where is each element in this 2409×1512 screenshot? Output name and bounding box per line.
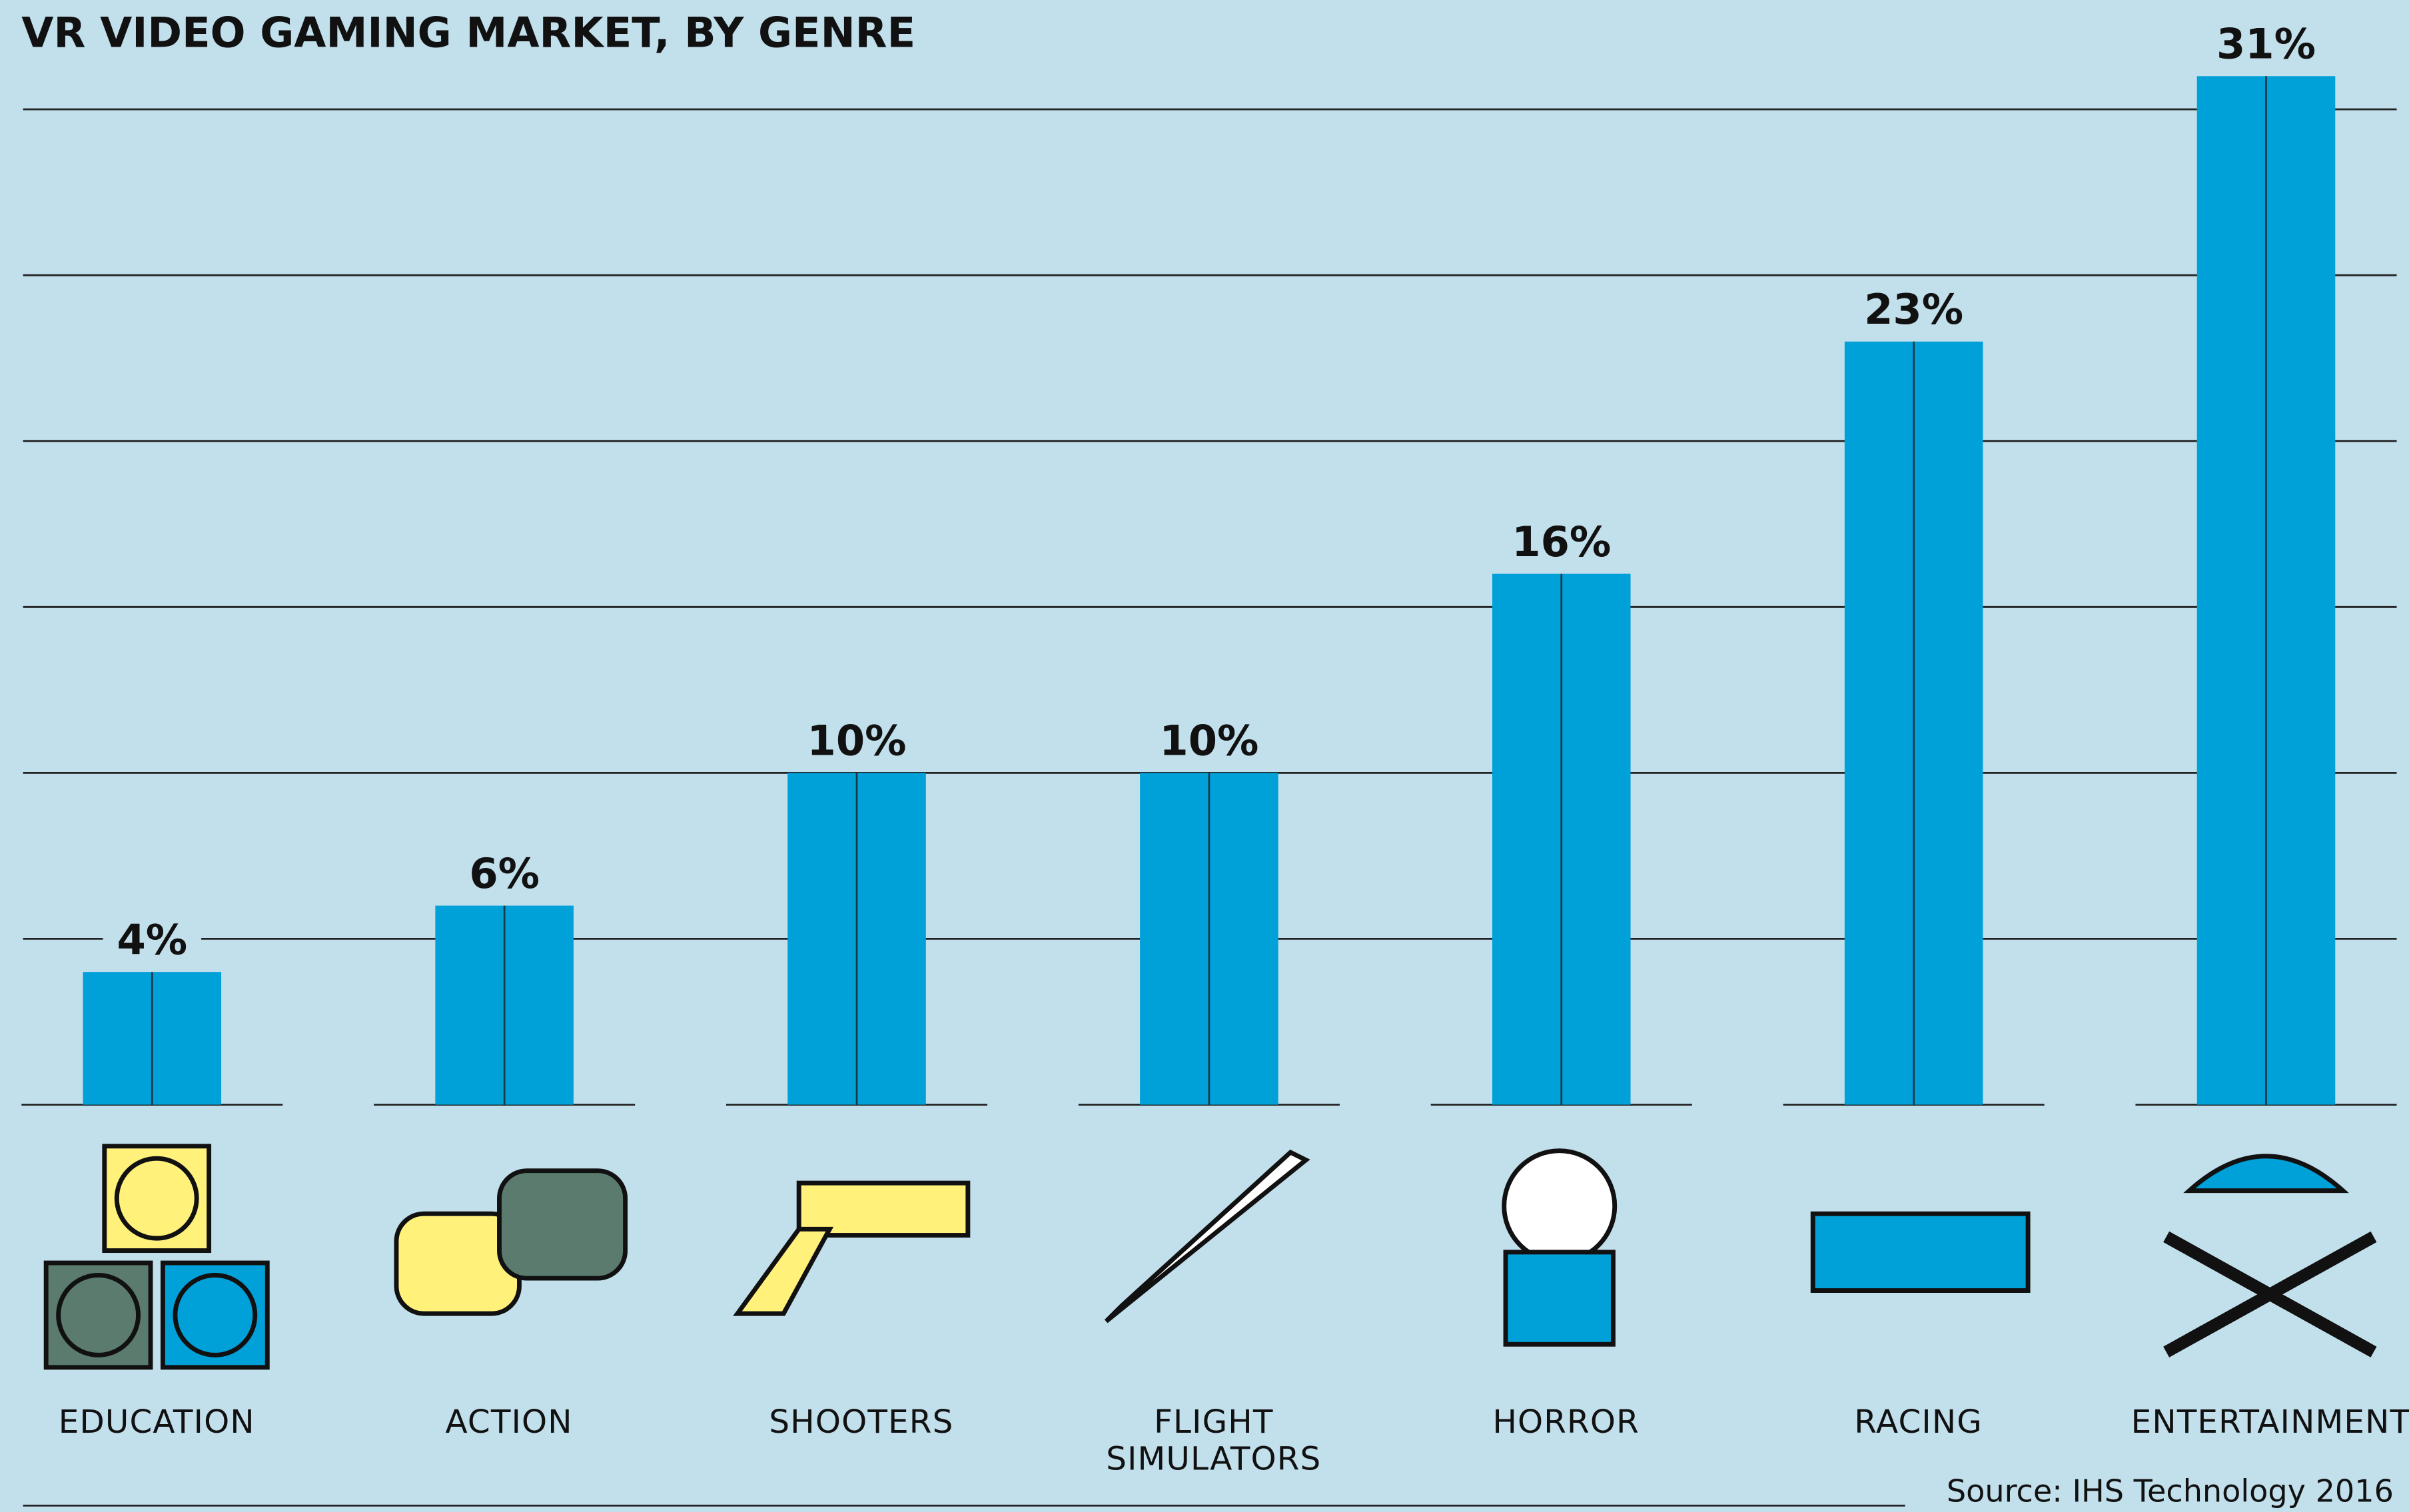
icon-drip: [1503, 1250, 1616, 1347]
source: Source: IHS Technology 2016: [1947, 1473, 2394, 1509]
icon-plane: [1104, 1149, 1310, 1323]
icon-circle: [56, 1273, 141, 1357]
value-label: 16%: [1512, 518, 1611, 566]
chart-title: VR VIDEO GAMING MARKET, BY GENRE: [21, 9, 915, 57]
value-label: 23%: [1864, 285, 1963, 334]
value-label-bg: [807, 720, 906, 767]
icon-circle: [114, 1156, 199, 1241]
value-label-bg: [103, 919, 202, 966]
icon-circle: [173, 1273, 258, 1357]
x-tick-label: FLIGHT SIMULATORS: [1106, 1403, 1321, 1477]
value-label-bg: [1512, 522, 1611, 568]
value-label: 6%: [469, 849, 540, 898]
icon-gun: [796, 1180, 971, 1238]
icon-glove: [497, 1168, 628, 1281]
value-label: 4%: [117, 916, 187, 964]
x-tick-label: ACTION: [446, 1403, 573, 1441]
value-label-bg: [455, 853, 554, 900]
value-label: 31%: [2216, 20, 2316, 69]
icon-car: [1810, 1211, 2031, 1293]
value-label: 10%: [1159, 717, 1258, 765]
icon-skull: [1502, 1148, 1618, 1264]
x-tick-label: ENTERTAINMENT: [2131, 1403, 2409, 1441]
icon-swords: [2163, 1231, 2377, 1357]
x-tick-label-line: FLIGHT: [1154, 1403, 1273, 1441]
x-tick-label: EDUCATION: [59, 1403, 255, 1441]
x-tick-label-line: SIMULATORS: [1106, 1441, 1321, 1478]
x-tick-label: RACING: [1854, 1403, 1983, 1441]
icon-gun-grip: [733, 1226, 834, 1316]
x-tick-label: SHOOTERS: [769, 1403, 953, 1441]
icons: [43, 1144, 2377, 1370]
x-tick-label: HORROR: [1492, 1403, 1639, 1441]
value-label: 10%: [807, 717, 907, 765]
value-label-bg: [1160, 720, 1258, 767]
value-label-bg: [2216, 23, 2316, 71]
value-label-bg: [1864, 289, 1963, 336]
icon-helmet: [2183, 1154, 2349, 1194]
